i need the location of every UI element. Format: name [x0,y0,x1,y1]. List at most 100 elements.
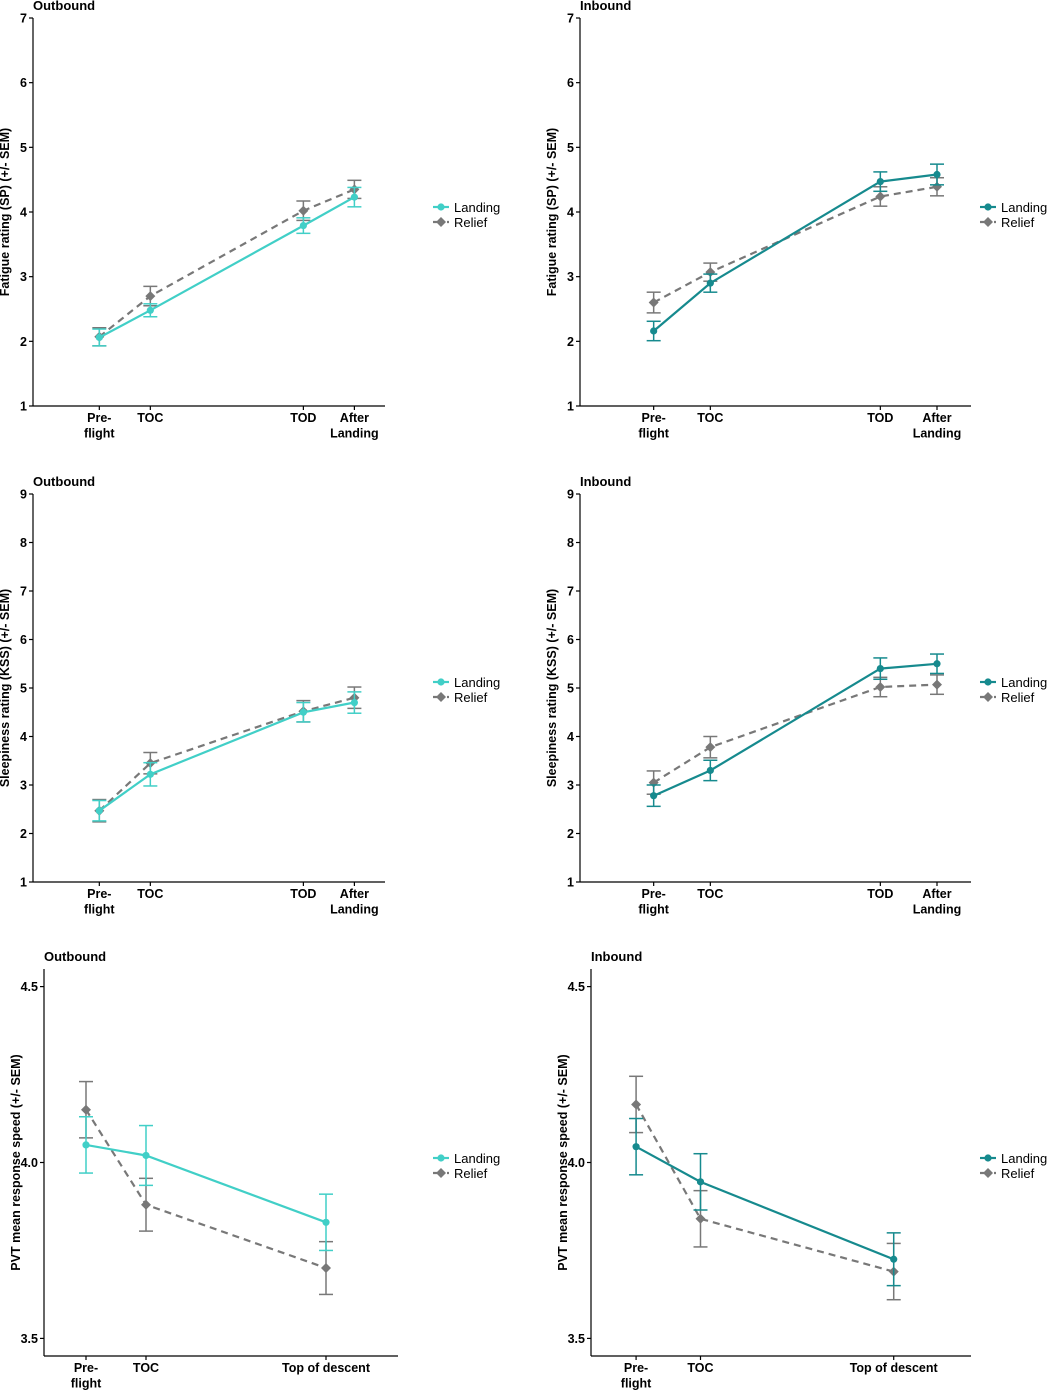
y-tick-label: 6 [20,633,27,647]
y-tick-label: 8 [567,536,574,550]
landing-point [146,770,154,778]
chart-panel-3: Outbound Sleepiness rating (KSS) (+/- SEM… [0,474,500,917]
landing-point [876,178,884,186]
y-tick-label: 1 [567,876,574,890]
series-landing [646,653,944,808]
landing-point [933,660,941,668]
x-tick-label: After [922,887,951,901]
relief-point [631,1099,642,1110]
y-tick-label: 4 [20,730,27,744]
chart-panel-6: Inbound PVT mean response speed (+/- SEM)… [556,949,1047,1391]
relief-point [81,1104,91,1115]
panel-title: Outbound [44,949,106,964]
y-tick-label: 4.5 [21,980,38,994]
legend-relief-marker [436,1168,446,1178]
legend-relief-label: Relief [1001,1166,1035,1181]
legend-relief-label: Relief [1001,215,1035,230]
y-axis-label: Sleepiness rating (KSS) (+/- SEM) [0,589,12,787]
y-tick-label: 4 [567,730,574,744]
relief-point [932,679,942,690]
y-tick-label: 1 [567,400,574,414]
chart-panel-5: Outbound PVT mean response speed (+/- SEM… [9,949,500,1391]
x-tick-label: flight [638,427,669,441]
legend-relief-label: Relief [454,1166,488,1181]
y-tick-label: 7 [20,585,27,599]
y-tick-label: 2 [567,335,574,349]
landing-line [85,1143,327,1224]
y-tick-label: 1 [20,876,27,890]
x-tick-label: Pre- [642,411,666,425]
x-tick-label: flight [638,903,669,917]
landing-point [95,333,103,342]
y-tick-label: 9 [567,488,574,502]
relief-line [98,696,355,812]
landing-point [146,306,154,314]
relief-line [653,185,938,304]
landing-line [98,196,355,339]
series-relief [92,686,362,823]
x-tick-label: Pre- [87,887,111,901]
relief-line [98,188,355,338]
y-axis-label: PVT mean response speed (+/- SEM) [9,1054,23,1270]
x-tick-label: TOC [697,887,723,901]
x-tick-label: TOD [867,411,893,425]
x-tick-label: Pre- [642,887,666,901]
landing-point [322,1218,330,1226]
panel-title: Inbound [591,949,642,964]
chart-panel-2: Inbound Fatigue rating (SP) (+/- SEM) 1 2 3 4… [545,0,1047,441]
x-tick-label: TOD [867,887,893,901]
chart-panel-1: Outbound Fatigue rating (SP) (+/- SEM) 1 2 3… [0,0,500,441]
x-tick-label: flight [84,903,115,917]
x-tick-label: Landing [330,903,379,917]
landing-point [650,327,658,335]
landing-point [632,1143,640,1151]
relief-point [298,205,309,216]
y-tick-label: 6 [20,76,27,90]
legend-relief-label: Relief [454,690,488,705]
legend-relief-marker [983,692,993,702]
y-tick-label: 4.5 [568,980,585,994]
series-landing [92,186,362,347]
landing-point [696,1178,705,1186]
x-tick-label: flight [621,1377,652,1391]
panel-title: Outbound [33,474,95,489]
y-tick-label: 7 [567,585,574,599]
y-tick-label: 2 [20,827,27,841]
x-tick-label: flight [84,427,115,441]
y-tick-label: 3.5 [568,1332,585,1346]
x-tick-label: Pre- [624,1361,648,1375]
panel-title: Inbound [580,0,631,13]
legend-landing-label: Landing [1001,675,1047,690]
relief-point [875,191,886,202]
y-tick-label: 9 [20,488,27,502]
x-tick-label: Landing [913,903,962,917]
series-relief [646,674,944,795]
y-axis-label: Fatigue rating (SP) (+/- SEM) [545,128,559,296]
x-tick-label: Top of descent [850,1361,939,1375]
legend-relief-label: Relief [454,215,488,230]
y-tick-label: 4.0 [21,1156,38,1170]
x-tick-label: Top of descent [282,1361,371,1375]
legend-landing-label: Landing [1001,1151,1047,1166]
x-tick-label: TOC [133,1361,159,1375]
landing-point [706,766,714,775]
y-tick-label: 5 [20,682,27,696]
x-tick-label: Landing [913,427,962,441]
chart-panel-4: Inbound Sleepiness rating (KSS) (+/- SEM)… [545,474,1047,917]
y-tick-label: 2 [567,827,574,841]
landing-point [876,665,884,673]
legend-landing-marker [437,1154,445,1162]
y-tick-label: 2 [20,335,27,349]
legend-relief-marker [983,1168,993,1178]
y-tick-label: 6 [567,633,574,647]
landing-line [652,173,938,332]
landing-point [299,708,307,716]
series-relief [79,1080,333,1296]
relief-point [875,682,886,693]
